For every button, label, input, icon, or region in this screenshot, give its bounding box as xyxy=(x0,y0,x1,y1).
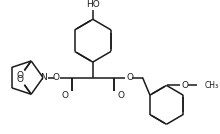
Text: CH₃: CH₃ xyxy=(205,81,219,90)
Text: HO: HO xyxy=(86,0,100,9)
Text: O: O xyxy=(62,91,69,100)
Text: O: O xyxy=(16,71,23,80)
Text: O: O xyxy=(181,81,188,90)
Text: O: O xyxy=(16,75,23,84)
Text: O: O xyxy=(117,91,124,100)
Text: O: O xyxy=(52,73,59,82)
Text: O: O xyxy=(127,73,134,82)
Text: N: N xyxy=(40,73,46,82)
